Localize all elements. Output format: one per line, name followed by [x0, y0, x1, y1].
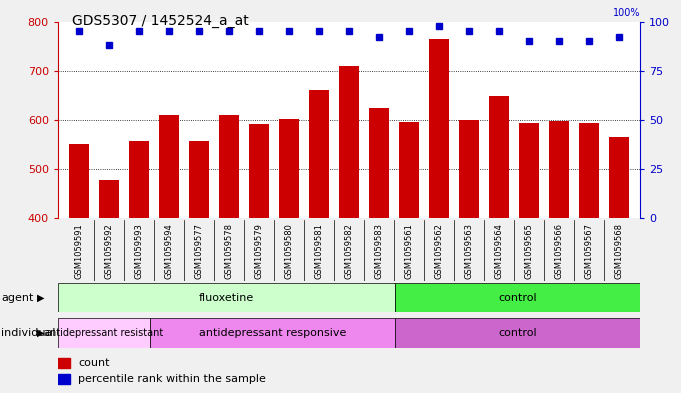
Text: control: control — [498, 328, 537, 338]
Text: GSM1059591: GSM1059591 — [74, 223, 83, 279]
Text: GSM1059567: GSM1059567 — [584, 223, 594, 279]
Bar — [219, 115, 239, 218]
Text: GSM1059581: GSM1059581 — [315, 223, 323, 279]
Bar — [395, 318, 640, 348]
Text: GSM1059562: GSM1059562 — [434, 223, 443, 279]
Bar — [58, 374, 70, 384]
Text: fluoxetine: fluoxetine — [199, 293, 254, 303]
Text: ▶: ▶ — [37, 293, 45, 303]
Text: antidepressant resistant: antidepressant resistant — [44, 328, 163, 338]
Bar — [58, 318, 150, 348]
Bar — [550, 121, 569, 218]
Text: GDS5307 / 1452524_a_at: GDS5307 / 1452524_a_at — [72, 14, 249, 28]
Bar — [69, 144, 89, 218]
Text: antidepressant responsive: antidepressant responsive — [199, 328, 346, 338]
Text: GSM1059578: GSM1059578 — [225, 223, 234, 279]
Bar — [369, 108, 389, 218]
Bar — [159, 115, 178, 218]
Bar — [129, 141, 148, 218]
Bar — [459, 120, 479, 218]
Bar — [309, 90, 329, 218]
Text: GSM1059565: GSM1059565 — [524, 223, 534, 279]
Text: GSM1059580: GSM1059580 — [285, 223, 294, 279]
Text: percentile rank within the sample: percentile rank within the sample — [78, 374, 266, 384]
Bar — [580, 123, 599, 218]
Text: ▶: ▶ — [37, 328, 45, 338]
Bar — [520, 123, 539, 218]
Bar — [609, 137, 629, 218]
Bar — [58, 358, 70, 368]
Bar — [399, 122, 419, 218]
Text: GSM1059568: GSM1059568 — [615, 223, 624, 279]
Text: count: count — [78, 358, 110, 368]
Text: control: control — [498, 293, 537, 303]
Bar — [150, 318, 395, 348]
Text: GSM1059593: GSM1059593 — [134, 223, 144, 279]
Bar — [249, 124, 269, 218]
Text: GSM1059592: GSM1059592 — [104, 223, 114, 279]
Bar — [339, 66, 359, 218]
Text: GSM1059582: GSM1059582 — [345, 223, 353, 279]
Bar — [395, 283, 640, 312]
Text: 100%: 100% — [613, 8, 640, 18]
Bar — [429, 39, 449, 218]
Bar — [189, 141, 208, 218]
Text: GSM1059579: GSM1059579 — [255, 223, 264, 279]
Bar — [490, 96, 509, 218]
Text: individual: individual — [1, 328, 56, 338]
Text: GSM1059577: GSM1059577 — [195, 223, 204, 279]
Bar — [58, 283, 395, 312]
Text: GSM1059566: GSM1059566 — [554, 223, 564, 279]
Text: GSM1059594: GSM1059594 — [164, 223, 174, 279]
Bar — [279, 119, 299, 218]
Text: GSM1059561: GSM1059561 — [405, 223, 413, 279]
Text: GSM1059563: GSM1059563 — [464, 223, 473, 279]
Text: GSM1059583: GSM1059583 — [375, 223, 383, 279]
Text: agent: agent — [1, 293, 34, 303]
Text: GSM1059564: GSM1059564 — [494, 223, 503, 279]
Bar — [99, 180, 118, 218]
